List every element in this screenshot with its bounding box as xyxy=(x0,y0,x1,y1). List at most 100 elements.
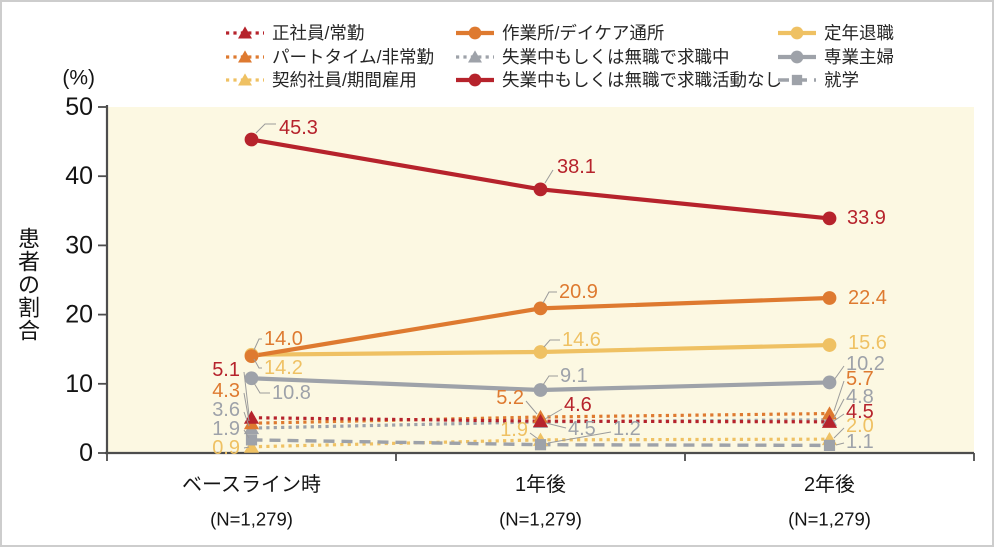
data-label-7-1: 9.1 xyxy=(560,365,588,387)
data-label-leader xyxy=(544,169,554,184)
data-point-marker-8-2 xyxy=(823,439,836,451)
legend-label: 就学 xyxy=(824,70,859,90)
sample-size-label: (N=1,279) xyxy=(210,509,293,530)
legend-item-4: 失業中もしくは無職で求職中 xyxy=(456,47,730,67)
data-point-marker-3-1 xyxy=(533,301,548,316)
data-label-leader xyxy=(833,365,845,381)
legend-swatch-circle-icon xyxy=(468,73,482,87)
legend-item-1: パートタイム/非常勤 xyxy=(226,47,434,67)
data-point-marker-8-0 xyxy=(245,434,258,446)
data-point-marker-1-2 xyxy=(821,406,838,420)
data-label-leader xyxy=(544,408,563,420)
data-label-leader xyxy=(543,339,560,348)
data-point-marker-6-1 xyxy=(533,345,548,359)
data-label-leader xyxy=(542,291,557,304)
legend-swatch-triangle-icon xyxy=(238,50,252,63)
y-axis-title-char: 者 xyxy=(18,250,40,275)
data-label-5-1: 38.1 xyxy=(557,156,596,178)
legend-label: パートタイム/非常勤 xyxy=(272,47,434,67)
legend-item-3: 作業所/デイケア通所 xyxy=(456,23,664,43)
y-axis-title-char: 合 xyxy=(18,319,40,344)
legend-item-5: 失業中もしくは無職で求職活動なし xyxy=(456,70,782,90)
data-label-leader xyxy=(833,427,845,439)
y-axis-tick-label: 40 xyxy=(65,162,93,190)
data-label-4-0: 3.6 xyxy=(212,399,240,421)
y-axis-tick-label: 0 xyxy=(79,439,93,467)
legend-label: 失業中もしくは無職で求職中 xyxy=(502,47,730,67)
sample-size-label: (N=1,279) xyxy=(499,509,582,530)
data-label-leader xyxy=(545,422,567,429)
data-label-8-2: 1.1 xyxy=(846,431,874,453)
data-point-marker-0-1 xyxy=(532,413,549,428)
data-label-5-0: 45.3 xyxy=(279,117,318,139)
data-point-marker-3-2 xyxy=(822,291,837,305)
data-label-leader xyxy=(255,123,276,134)
legend-item-0: 正社員/常勤 xyxy=(226,23,364,43)
data-point-marker-2-0 xyxy=(243,439,260,453)
data-label-leader xyxy=(253,338,262,351)
data-point-marker-0-0 xyxy=(243,410,260,424)
data-point-marker-7-0 xyxy=(244,371,259,386)
legend-swatch-circle-icon xyxy=(790,50,804,64)
data-label-leader xyxy=(243,429,250,439)
x-axis-category-label: 2年後 xyxy=(804,473,855,496)
legend-swatch-triangle-icon xyxy=(238,73,252,86)
x-axis-category-label: ベースライン時 xyxy=(182,473,321,496)
y-axis-tick-label: 30 xyxy=(65,231,93,259)
data-label-leader xyxy=(253,382,270,394)
data-label-6-2: 15.6 xyxy=(848,332,887,354)
y-axis-unit: (%) xyxy=(62,67,95,90)
data-label-leader xyxy=(833,398,845,419)
legend-item-2: 契約社員/期間雇用 xyxy=(226,70,417,90)
data-point-marker-5-0 xyxy=(244,132,259,147)
data-label-7-0: 10.8 xyxy=(272,382,311,404)
legend-label: 契約社員/期間雇用 xyxy=(272,70,417,90)
data-label-leader xyxy=(529,432,539,440)
legend-item-6: 定年退職 xyxy=(778,23,894,43)
data-point-marker-7-2 xyxy=(822,375,837,390)
data-point-marker-0-2 xyxy=(821,414,838,428)
data-label-leader xyxy=(253,358,262,369)
data-point-marker-8-1 xyxy=(534,439,547,451)
legend-swatch-circle-icon xyxy=(790,26,804,40)
sample-size-label: (N=1,279) xyxy=(788,509,871,530)
data-label-2-0: 0.9 xyxy=(212,437,240,459)
data-label-3-2: 22.4 xyxy=(848,287,887,309)
legend-label: 定年退職 xyxy=(824,23,894,43)
y-axis-tick-label: 20 xyxy=(65,301,93,329)
legend-label: 専業主婦 xyxy=(824,47,894,67)
data-label-0-0: 5.1 xyxy=(212,359,240,381)
data-label-3-1: 20.9 xyxy=(559,281,598,303)
data-point-marker-3-0 xyxy=(244,349,259,364)
y-axis-title-char: 患 xyxy=(18,227,40,252)
y-axis-tick-label: 50 xyxy=(65,93,93,121)
data-label-leader xyxy=(243,411,250,427)
data-label-leader xyxy=(243,371,250,416)
data-label-2-2: 2.0 xyxy=(846,415,874,437)
data-label-leader xyxy=(547,431,612,444)
legend-swatch-triangle-icon xyxy=(468,50,482,63)
data-label-2-1: 1.9 xyxy=(500,419,528,441)
data-label-1-2: 5.7 xyxy=(846,368,874,390)
data-label-0-2: 4.5 xyxy=(846,401,874,423)
data-label-leader xyxy=(542,375,558,386)
legend-label: 失業中もしくは無職で求職活動なし xyxy=(502,70,782,90)
data-label-3-0: 14.0 xyxy=(264,328,303,350)
data-label-0-1: 4.6 xyxy=(564,394,592,416)
legend-label: 正社員/常勤 xyxy=(272,23,364,43)
data-label-leader xyxy=(833,380,845,412)
data-label-4-1: 4.5 xyxy=(568,418,596,440)
data-point-marker-5-1 xyxy=(533,182,548,197)
data-label-leader xyxy=(243,446,250,449)
legend-swatch-square-icon xyxy=(791,74,803,86)
legend-swatch-triangle-icon xyxy=(238,26,252,39)
legend-item-7: 専業主婦 xyxy=(778,47,894,67)
data-label-leader xyxy=(835,442,845,446)
legend-item-8: 就学 xyxy=(778,70,859,90)
x-axis-category-label: 1年後 xyxy=(515,473,566,496)
data-label-6-1: 14.6 xyxy=(562,329,601,351)
data-label-8-0: 1.9 xyxy=(212,418,240,440)
data-label-1-1: 5.2 xyxy=(496,387,524,409)
